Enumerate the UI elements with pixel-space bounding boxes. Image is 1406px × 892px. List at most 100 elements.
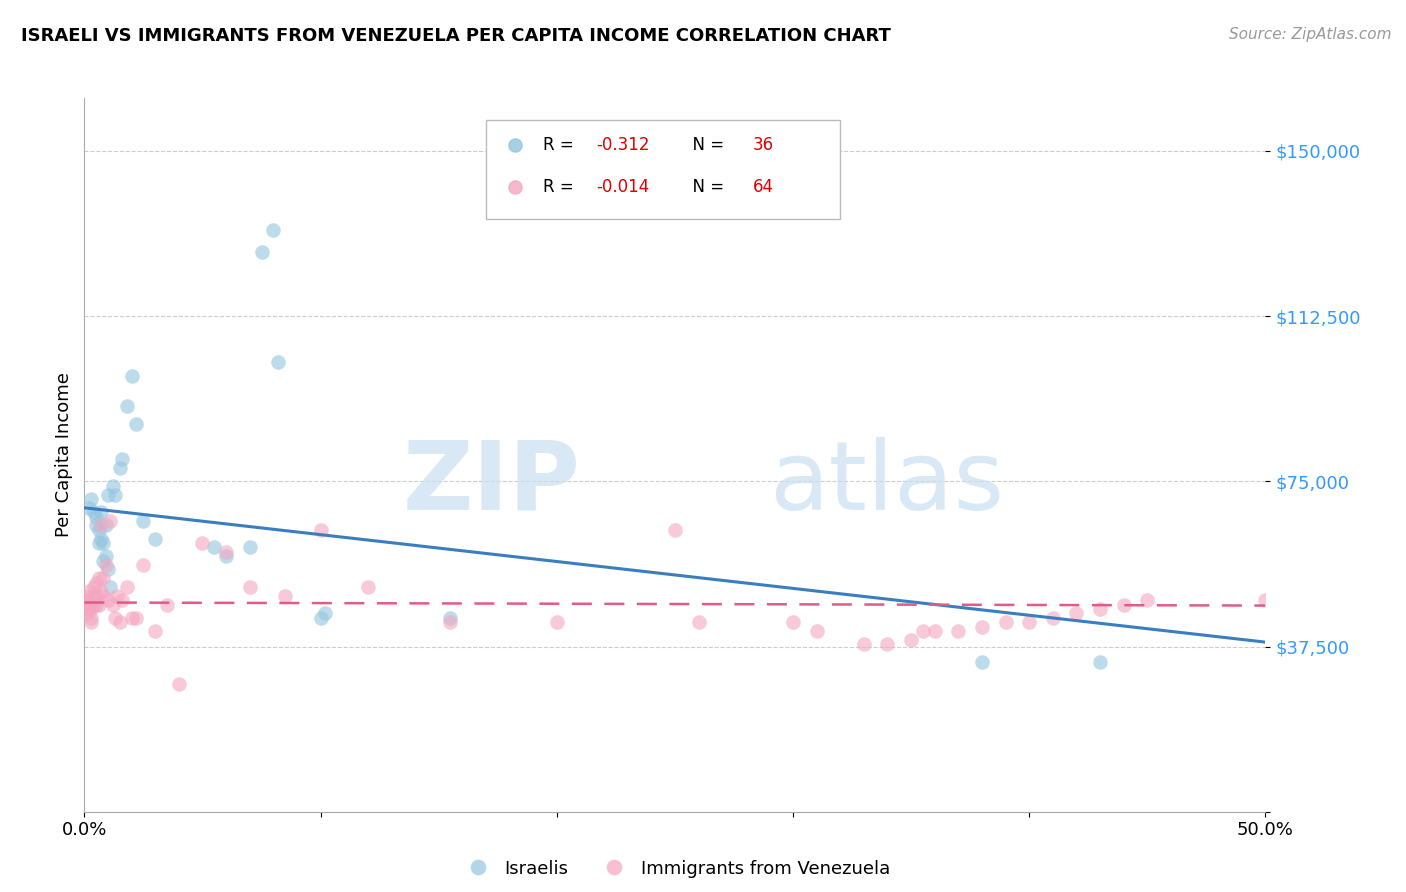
Point — [77, 589, 100, 603]
Point — [202, 541, 225, 555]
Point — [1018, 615, 1040, 630]
Point — [911, 624, 934, 639]
Point — [77, 602, 100, 616]
Point — [97, 593, 120, 607]
Point — [115, 580, 138, 594]
Point — [546, 615, 568, 630]
Point — [239, 580, 262, 594]
Point — [1066, 607, 1088, 621]
Point — [143, 532, 166, 546]
Point — [876, 637, 898, 651]
Point — [191, 536, 214, 550]
Point — [970, 620, 993, 634]
Point — [97, 562, 120, 576]
Point — [90, 584, 112, 599]
Point — [1088, 602, 1111, 616]
Point — [1136, 593, 1159, 607]
Point — [84, 598, 107, 612]
Point — [80, 491, 103, 506]
Point — [309, 523, 332, 537]
Point — [83, 580, 105, 594]
Point — [107, 589, 129, 603]
Point — [167, 677, 190, 691]
Point — [84, 518, 107, 533]
Point — [98, 514, 121, 528]
Point — [101, 479, 124, 493]
Point — [101, 598, 124, 612]
Point — [688, 615, 710, 630]
Point — [83, 598, 105, 612]
Point — [1254, 593, 1277, 607]
Point — [132, 558, 155, 572]
Text: N =: N = — [682, 136, 730, 153]
Point — [215, 545, 238, 559]
Text: Source: ZipAtlas.com: Source: ZipAtlas.com — [1229, 27, 1392, 42]
Text: ZIP: ZIP — [402, 437, 581, 530]
Point — [98, 580, 121, 594]
Point — [994, 615, 1017, 630]
Text: 64: 64 — [752, 178, 773, 196]
Text: ISRAELI VS IMMIGRANTS FROM VENEZUELA PER CAPITA INCOME CORRELATION CHART: ISRAELI VS IMMIGRANTS FROM VENEZUELA PER… — [21, 27, 891, 45]
Point — [852, 637, 875, 651]
Point — [94, 558, 117, 572]
Point — [91, 554, 114, 568]
Y-axis label: Per Capita Income: Per Capita Income — [55, 373, 73, 537]
Point — [94, 549, 117, 564]
Point — [156, 598, 179, 612]
Point — [84, 509, 107, 524]
Point — [91, 536, 114, 550]
Point — [924, 624, 946, 639]
Point — [90, 532, 112, 546]
Point — [274, 589, 297, 603]
Text: -0.312: -0.312 — [596, 136, 650, 153]
Point — [1112, 598, 1135, 612]
Point — [357, 580, 380, 594]
Point — [76, 598, 98, 612]
Text: R =: R = — [543, 136, 579, 153]
Point — [970, 655, 993, 669]
Point — [267, 355, 290, 369]
Point — [935, 805, 957, 819]
Point — [439, 615, 461, 630]
Legend: Israelis, Immigrants from Venezuela: Israelis, Immigrants from Venezuela — [453, 853, 897, 885]
Point — [115, 400, 138, 414]
Point — [91, 571, 114, 585]
Point — [239, 541, 262, 555]
Point — [108, 615, 131, 630]
Point — [108, 461, 131, 475]
Point — [84, 575, 107, 590]
Point — [104, 487, 127, 501]
Point — [262, 223, 284, 237]
Point — [87, 598, 110, 612]
Point — [77, 598, 100, 612]
Point — [121, 611, 143, 625]
Point — [782, 615, 804, 630]
Text: R =: R = — [543, 178, 579, 196]
Point — [84, 589, 107, 603]
Point — [948, 624, 970, 639]
Point — [935, 805, 957, 819]
FancyBboxPatch shape — [486, 120, 841, 219]
Point — [132, 514, 155, 528]
Point — [314, 607, 336, 621]
Point — [215, 549, 238, 564]
Text: -0.014: -0.014 — [596, 178, 650, 196]
Point — [83, 589, 105, 603]
Point — [90, 518, 112, 533]
Point — [111, 452, 134, 467]
Point — [664, 523, 686, 537]
Point — [87, 571, 110, 585]
Point — [80, 611, 103, 625]
Point — [1042, 611, 1064, 625]
Point — [90, 505, 112, 519]
Point — [1088, 655, 1111, 669]
Text: atlas: atlas — [769, 437, 1004, 530]
Point — [87, 523, 110, 537]
Point — [97, 487, 120, 501]
Text: 36: 36 — [752, 136, 773, 153]
Point — [309, 611, 332, 625]
Point — [806, 624, 828, 639]
Text: N =: N = — [682, 178, 730, 196]
Point — [104, 611, 127, 625]
Point — [125, 417, 148, 431]
